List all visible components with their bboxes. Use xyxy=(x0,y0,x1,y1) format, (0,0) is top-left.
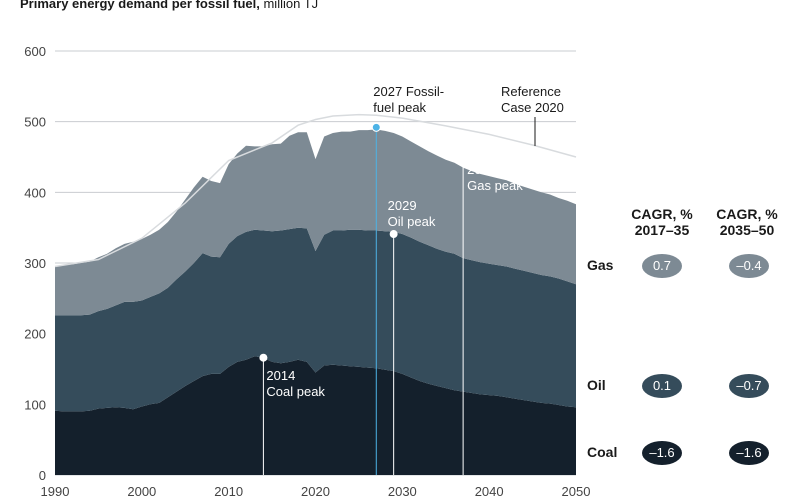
y-tick-label-200: 200 xyxy=(24,327,46,342)
chart-title: Primary energy demand per fossil fuel, m… xyxy=(20,0,318,11)
annotation-fossil-text-2: fuel peak xyxy=(373,100,426,115)
reference-case-line xyxy=(54,113,577,268)
row-label-gas: Gas xyxy=(587,257,614,273)
x-tick-label-2030: 2030 xyxy=(388,484,417,499)
row-label-oil: Oil xyxy=(587,377,606,393)
cagr-gas-2035-50: –0.4 xyxy=(729,254,769,278)
cagr-oil-2017-35: 0.1 xyxy=(642,374,682,398)
annotation-ref-text-1: Reference xyxy=(501,84,561,99)
cagr-header-2: CAGR, % 2035–50 xyxy=(709,206,785,238)
annotation-oil-dot xyxy=(389,230,398,239)
annotation-coal-text-1: 2014 xyxy=(266,368,295,383)
x-tick-label-2040: 2040 xyxy=(475,484,504,499)
annotation-oil-text-1: 2029 xyxy=(388,198,417,213)
annotation-oil-text-2: Oil peak xyxy=(388,214,436,229)
annotation-ref-text-2: Case 2020 xyxy=(501,100,564,115)
chart-title-bold: Primary energy demand per fossil fuel, xyxy=(20,0,260,11)
x-tick-label-2050: 2050 xyxy=(562,484,591,499)
y-tick-label-100: 100 xyxy=(24,397,46,412)
y-tick-label-500: 500 xyxy=(24,115,46,130)
annotation-coal-dot xyxy=(259,353,268,362)
cagr-header-2-line1: CAGR, % xyxy=(716,206,778,222)
cagr-coal-2017-35: –1.6 xyxy=(642,441,682,465)
cagr-header-1-line2: 2017–35 xyxy=(634,222,690,238)
stacked-areas xyxy=(55,129,576,475)
cagr-oil-2035-50: –0.7 xyxy=(729,374,769,398)
annotation-gas-text-1: 2037 xyxy=(467,162,496,177)
y-tick-label-0: 0 xyxy=(39,468,46,483)
annotation-fossil-dot xyxy=(371,122,381,132)
cagr-coal-2035-50: –1.6 xyxy=(729,441,769,465)
axis-ticks: 0 100 200 300 400 500 600 1990 2000 2010 2020 2030 2… xyxy=(24,44,590,499)
cagr-gas-2017-35: 0.7 xyxy=(642,254,682,278)
annotation-gas-text-2: Gas peak xyxy=(467,178,523,193)
reference-line xyxy=(54,113,577,268)
area-oil xyxy=(55,227,576,412)
area-gas xyxy=(55,129,576,316)
y-tick-label-600: 600 xyxy=(24,44,46,59)
annotation-gas-dot xyxy=(459,149,468,158)
annotation-fossil-text-1: 2027 Fossil- xyxy=(373,84,444,99)
cagr-header-1: CAGR, % 2017–35 xyxy=(624,206,700,238)
y-tick-label-400: 400 xyxy=(24,185,46,200)
cagr-header-2-line2: 2035–50 xyxy=(719,222,775,238)
area-coal xyxy=(55,356,576,475)
x-tick-label-1990: 1990 xyxy=(41,484,70,499)
chart-title-unit: million TJ xyxy=(259,0,319,11)
x-tick-label-2000: 2000 xyxy=(127,484,156,499)
x-tick-label-2020: 2020 xyxy=(301,484,330,499)
annotation-coal-text-2: Coal peak xyxy=(266,384,325,399)
x-tick-label-2010: 2010 xyxy=(214,484,243,499)
cagr-header-1-line1: CAGR, % xyxy=(631,206,693,222)
y-tick-label-300: 300 xyxy=(24,256,46,271)
row-label-coal: Coal xyxy=(587,444,618,460)
